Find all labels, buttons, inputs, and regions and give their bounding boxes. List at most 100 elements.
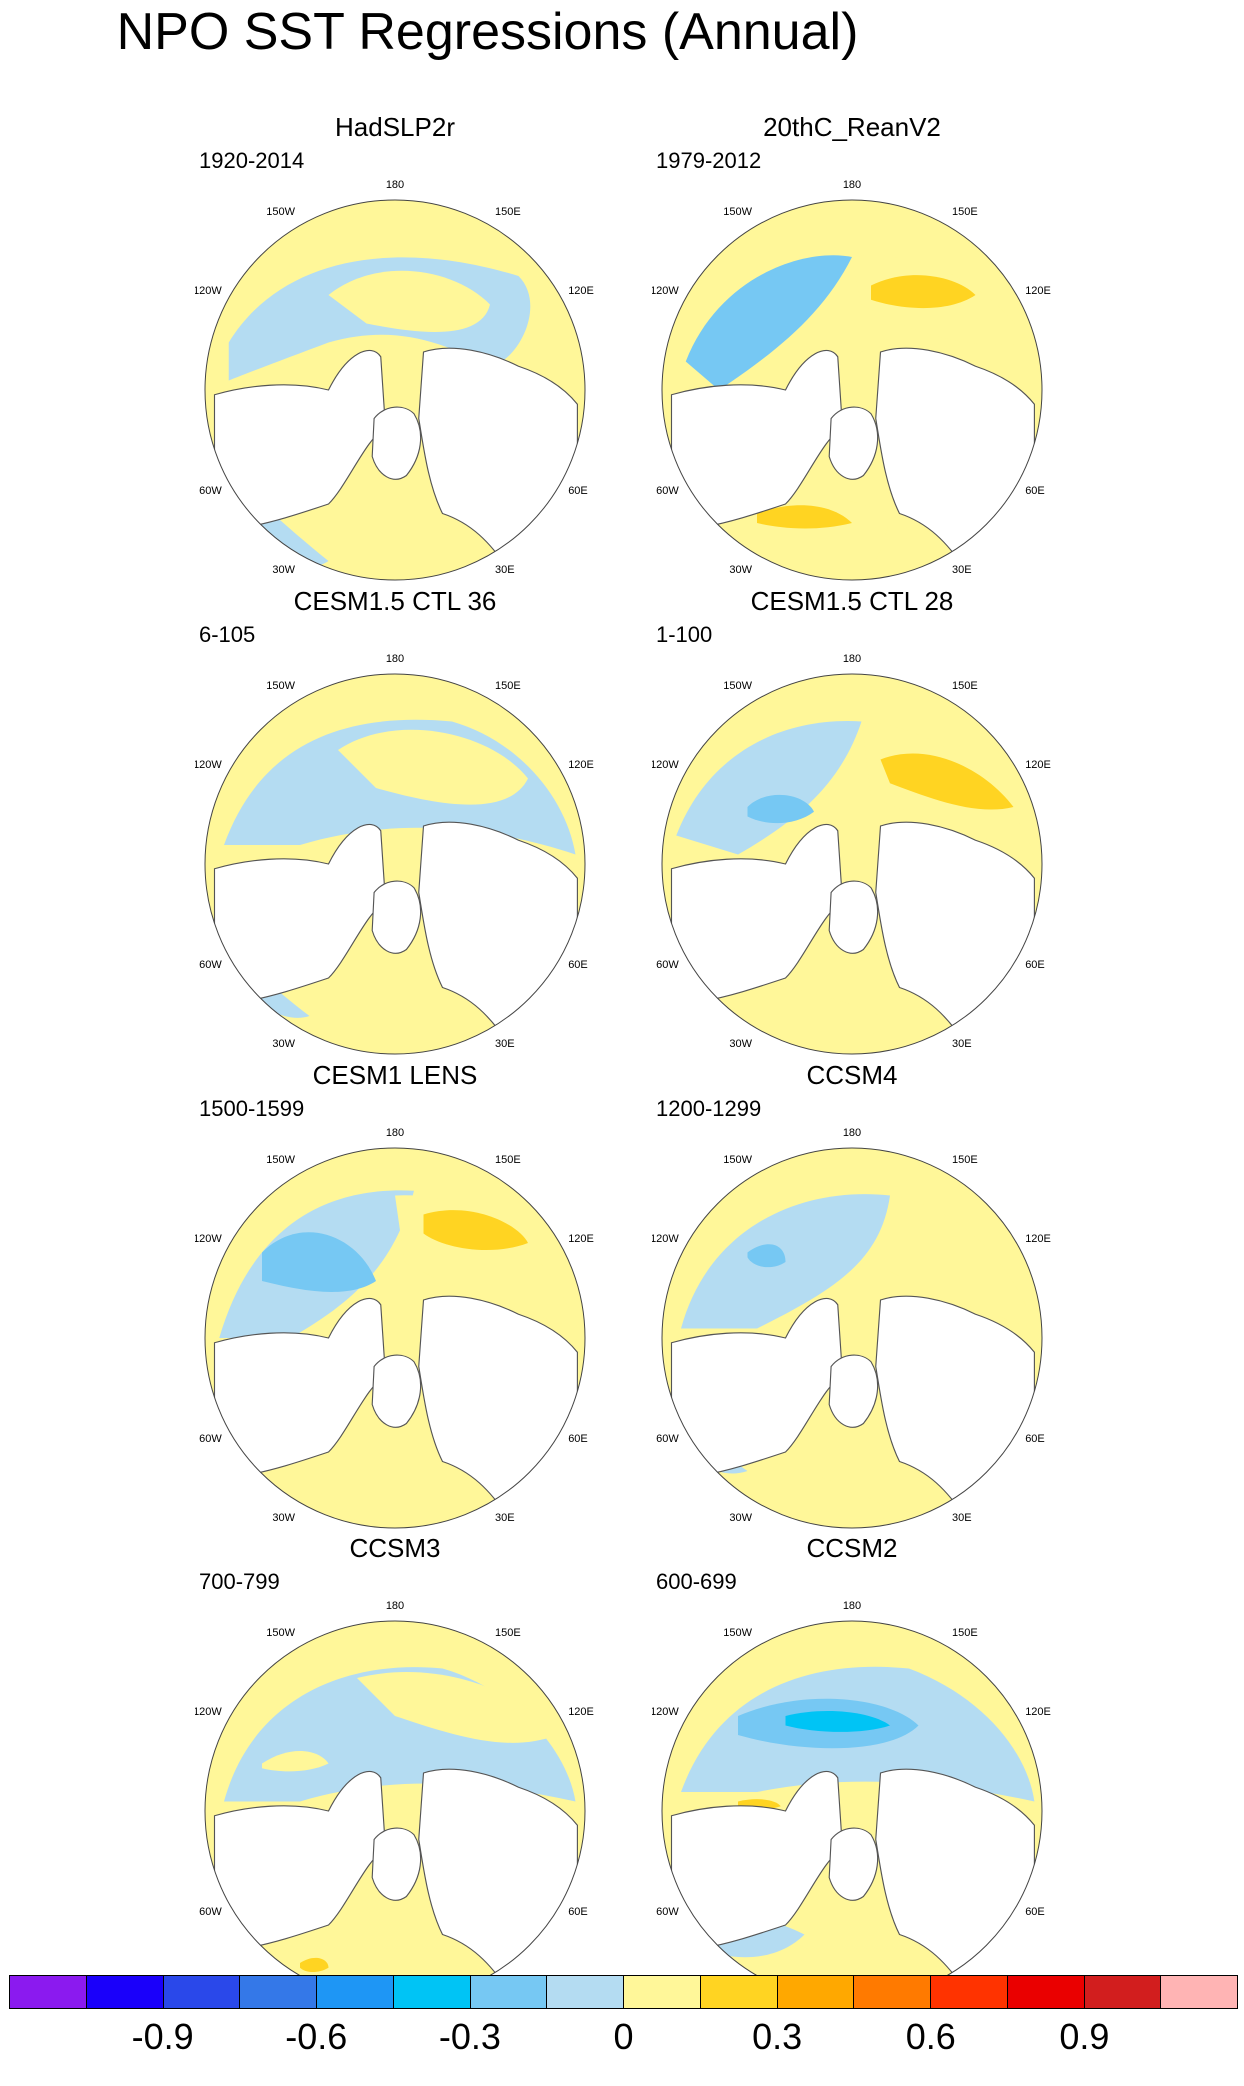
anomaly-region [890, 1195, 1035, 1329]
longitude-label: 60W [656, 959, 679, 971]
figure-title: NPO SST Regressions (Annual) [116, 3, 859, 61]
longitude-label: 30W [272, 1038, 295, 1050]
map-boundary [204, 1147, 586, 1529]
anomaly-region [676, 721, 862, 855]
colorbar-swatch [10, 1976, 87, 2008]
polar-map: 1800150W150E120W120E90W90E60W60E30W30E [652, 1600, 1051, 2002]
panel-period: 700-799 [199, 1569, 280, 1594]
longitude-label: 60E [1025, 1433, 1045, 1445]
anomaly-region [262, 1750, 329, 1772]
longitude-label: 150E [495, 1627, 521, 1639]
land-mask [828, 1827, 879, 1901]
colorbar-swatch [547, 1976, 624, 2008]
anomaly-region [747, 794, 814, 824]
anomaly-region [681, 1194, 890, 1329]
longitude-label: 120E [568, 759, 594, 771]
longitude-label: 150W [266, 1154, 295, 1166]
longitude-label: 30E [952, 1512, 972, 1524]
map-boundary [661, 1147, 1043, 1529]
colorbar-tick-label: -0.9 [131, 2016, 194, 2057]
land-mask [371, 1354, 422, 1428]
longitude-label: 30E [495, 1512, 515, 1524]
longitude-label: 30W [729, 1512, 752, 1524]
longitude-label: 180 [386, 1600, 404, 1612]
panel-period: 6-105 [199, 622, 256, 647]
panel-title: 20thC_ReanV2 [763, 112, 941, 142]
longitude-label: 30E [952, 564, 972, 576]
colorbar-swatch [854, 1976, 931, 2008]
map-boundary [661, 673, 1043, 1055]
longitude-label: 180 [843, 1127, 861, 1139]
colorbar-swatch [317, 1976, 394, 2008]
map-panel: 1800150W150E120W120E90W90E60W60E30W30ECC… [195, 1533, 595, 2003]
polar-map: 1800150W150E120W120E90W90E60W60E30W30E [652, 179, 1051, 581]
map-panel: 1800150W150E120W120E90W90E60W60E30W30ECE… [652, 586, 1052, 1056]
panel-period: 600-699 [656, 1569, 737, 1594]
map-panel: 1800150W150E120W120E90W90E60W60E30W30EHa… [195, 112, 595, 582]
panel-title: CCSM3 [349, 1533, 441, 1563]
longitude-label: 60W [199, 485, 222, 497]
longitude-label: 180 [386, 179, 404, 191]
longitude-label: 150W [266, 206, 295, 218]
anomaly-region [690, 983, 881, 1054]
longitude-label: 180 [386, 1127, 404, 1139]
longitude-label: 120W [195, 1706, 222, 1718]
map-boundary [661, 199, 1043, 581]
longitude-label: 60E [1025, 959, 1045, 971]
longitude-label: 60W [656, 1906, 679, 1918]
longitude-label: 60W [656, 1433, 679, 1445]
longitude-label: 150E [952, 1154, 978, 1166]
polar-map: 1800150W150E120W120E90W90E60W60E30W30E [195, 1127, 594, 1529]
longitude-label: 150W [723, 206, 752, 218]
anomaly-region [747, 1244, 786, 1268]
longitude-label: 180 [843, 653, 861, 665]
map-panel: 1800150W150E120W120E90W90E60W60E30W30ECC… [652, 1533, 1052, 2003]
panel-period: 1920-2014 [199, 148, 305, 173]
longitude-label: 60E [1025, 485, 1045, 497]
longitude-label: 30W [729, 564, 752, 576]
polar-map: 1800150W150E120W120E90W90E60W60E30W30E [195, 653, 594, 1055]
longitude-label: 120E [568, 1706, 594, 1718]
longitude-label: 90W [652, 1806, 653, 1818]
polar-map: 1800150W150E120W120E90W90E60W60E30W30E [652, 653, 1051, 1055]
longitude-label: 120E [1025, 759, 1051, 771]
anomaly-region [785, 1711, 890, 1732]
colorbar-swatch [163, 1976, 241, 2008]
longitude-label: 90W [195, 1806, 196, 1818]
colorbar-tick-label: 0.6 [905, 2016, 956, 2057]
longitude-label: 30E [495, 564, 515, 576]
colorbar-swatch [470, 1976, 548, 2008]
longitude-label: 120W [652, 759, 679, 771]
longitude-label: 90W [195, 859, 196, 871]
longitude-label: 150E [952, 1627, 978, 1639]
panel-period: 1979-2012 [656, 148, 762, 173]
colorbar-tick-label: 0.3 [752, 2016, 803, 2057]
colorbar-swatch [240, 1976, 317, 2008]
longitude-label: 120W [652, 1233, 679, 1245]
longitude-label: 120E [568, 1233, 594, 1245]
land-mask [371, 880, 422, 954]
polar-map: 1800150W150E120W120E90W90E60W60E30W30E [652, 1127, 1051, 1529]
longitude-label: 90W [652, 1333, 653, 1345]
longitude-label: 180 [386, 653, 404, 665]
longitude-label: 60W [199, 1433, 222, 1445]
longitude-label: 60E [568, 1433, 588, 1445]
longitude-label: 150W [723, 680, 752, 692]
colorbar-tick-label: -0.6 [285, 2016, 348, 2057]
panel-period: 1-100 [656, 622, 713, 647]
longitude-label: 150W [266, 1627, 295, 1639]
colorbar-swatch [1007, 1976, 1085, 2008]
anomaly-region [690, 1452, 891, 1528]
longitude-label: 30W [729, 1038, 752, 1050]
map-boundary [204, 199, 586, 581]
longitude-label: 60W [656, 485, 679, 497]
longitude-label: 120E [1025, 1706, 1051, 1718]
longitude-label: 60W [199, 959, 222, 971]
colorbar-swatch [700, 1976, 778, 2008]
colorbar-swatch [624, 1976, 701, 2008]
longitude-label: 120E [568, 285, 594, 297]
panel-title: CCSM4 [806, 1060, 898, 1090]
longitude-label: 90W [195, 1333, 196, 1345]
longitude-label: 150E [495, 680, 521, 692]
longitude-label: 60W [199, 1906, 222, 1918]
